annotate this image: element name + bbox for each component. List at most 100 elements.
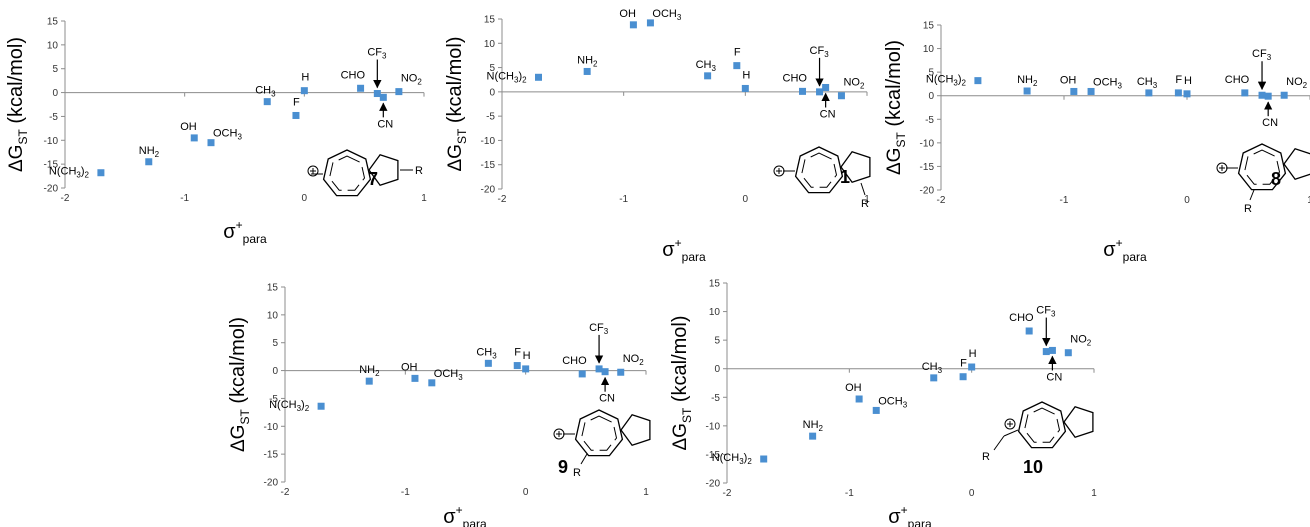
x-title-main: σ <box>888 506 901 527</box>
r-group-label: R <box>573 467 581 479</box>
point-label: NO2 <box>1286 76 1308 90</box>
x-tick-label: 0 <box>969 488 975 499</box>
x-tick-label: 1 <box>864 194 870 205</box>
y-tick-label: 5 <box>489 63 495 74</box>
data-point <box>1048 346 1056 354</box>
data-point <box>535 73 542 81</box>
point-label: NH2 <box>359 364 380 378</box>
compound-number: 8 <box>1271 169 1281 189</box>
y-tick-label: 0 <box>272 366 278 377</box>
x-tick-label: 1 <box>421 193 427 204</box>
data-point <box>760 455 768 463</box>
data-point <box>1145 89 1153 97</box>
data-point <box>872 406 880 414</box>
y-title-rest: (kcal/mol) <box>883 40 905 132</box>
point-label: F <box>514 347 521 359</box>
point-label: CF3 <box>1252 48 1272 62</box>
data-point <box>1183 90 1191 98</box>
data-point <box>816 88 824 96</box>
y-tick-label: -10 <box>44 136 59 147</box>
point-label: H <box>301 72 309 84</box>
x-tick-label: -1 <box>1060 195 1069 206</box>
point-label: N(CH3)2 <box>926 74 967 88</box>
data-point <box>822 83 830 91</box>
y-tick-label: -15 <box>44 160 59 171</box>
x-tick-label: -1 <box>180 193 189 204</box>
data-point <box>1258 91 1266 99</box>
data-point <box>837 92 845 100</box>
data-point <box>292 111 300 119</box>
point-label: NH2 <box>577 54 598 68</box>
y-title-sub: ST <box>238 409 252 425</box>
point-label: H <box>969 348 977 360</box>
data-point <box>733 62 741 70</box>
point-label: CN <box>1262 117 1278 129</box>
data-point <box>1280 91 1288 99</box>
y-tick-label: -15 <box>264 450 279 461</box>
y-axis-title: ΔGST (kcal/mol) <box>227 317 252 452</box>
x-title-main: σ <box>223 221 236 243</box>
point-label: CH3 <box>1137 76 1158 90</box>
compound-number: 10 <box>1023 457 1043 477</box>
x-title-main: σ <box>662 239 675 261</box>
x-tick-label: 0 <box>523 487 529 498</box>
data-point <box>1042 348 1050 356</box>
y-tick-label: 10 <box>47 40 59 51</box>
point-label: CN <box>820 108 836 120</box>
point-label: OH <box>180 121 197 133</box>
data-point <box>190 134 198 142</box>
point-label: NO2 <box>1070 334 1092 348</box>
y-tick-label: -5 <box>486 112 495 123</box>
data-point <box>601 368 609 376</box>
data-point <box>1070 87 1078 95</box>
point-label: CHO <box>562 355 587 367</box>
data-point <box>365 377 373 385</box>
point-label: NO2 <box>401 73 423 87</box>
x-tick-label: -2 <box>281 487 290 498</box>
y-tick-label: -5 <box>711 393 720 404</box>
x-tick-label: 1 <box>1091 488 1097 499</box>
x-axis-title: σ+para <box>443 503 487 527</box>
y-tick-label: -20 <box>481 185 496 196</box>
y-tick-label: -15 <box>920 162 935 173</box>
compound-number: 1 <box>840 167 850 187</box>
y-tick-label: -15 <box>706 450 721 461</box>
y-tick-label: -10 <box>264 422 279 433</box>
point-label: NO2 <box>623 353 645 367</box>
molecule-structure: R <box>307 149 423 197</box>
y-tick-label: 5 <box>52 64 58 75</box>
point-label: CHO <box>783 72 808 84</box>
data-point <box>484 359 492 367</box>
x-title-sup: + <box>1116 236 1123 250</box>
point-label: CN <box>599 393 615 405</box>
data-point <box>1241 89 1249 97</box>
y-title-main: ΔG <box>884 148 905 175</box>
y-tick-label: 10 <box>267 310 279 321</box>
x-tick-label: -1 <box>845 488 854 499</box>
data-point <box>974 77 982 85</box>
data-point <box>97 169 105 177</box>
data-point <box>1064 349 1072 357</box>
point-label: H <box>742 69 750 81</box>
x-tick-label: 0 <box>302 193 308 204</box>
y-title-main: ΔG <box>228 425 249 452</box>
data-point <box>522 365 530 373</box>
y-tick-label: 5 <box>714 336 720 347</box>
y-tick-label: 15 <box>47 17 59 28</box>
data-point <box>1174 89 1182 97</box>
x-tick-label: 0 <box>743 194 749 205</box>
point-label: OCH3 <box>652 8 681 22</box>
y-axis-title: ΔGST (kcal/mol) <box>444 36 469 171</box>
data-point <box>646 19 654 27</box>
y-title-rest: (kcal/mol) <box>669 315 691 407</box>
y-tick-label: -5 <box>49 112 58 123</box>
point-label: CHO <box>341 69 366 81</box>
y-tick-label: 10 <box>923 44 935 55</box>
point-label: OCH3 <box>878 395 907 409</box>
data-point <box>373 90 381 98</box>
y-tick-label: 15 <box>484 15 496 26</box>
